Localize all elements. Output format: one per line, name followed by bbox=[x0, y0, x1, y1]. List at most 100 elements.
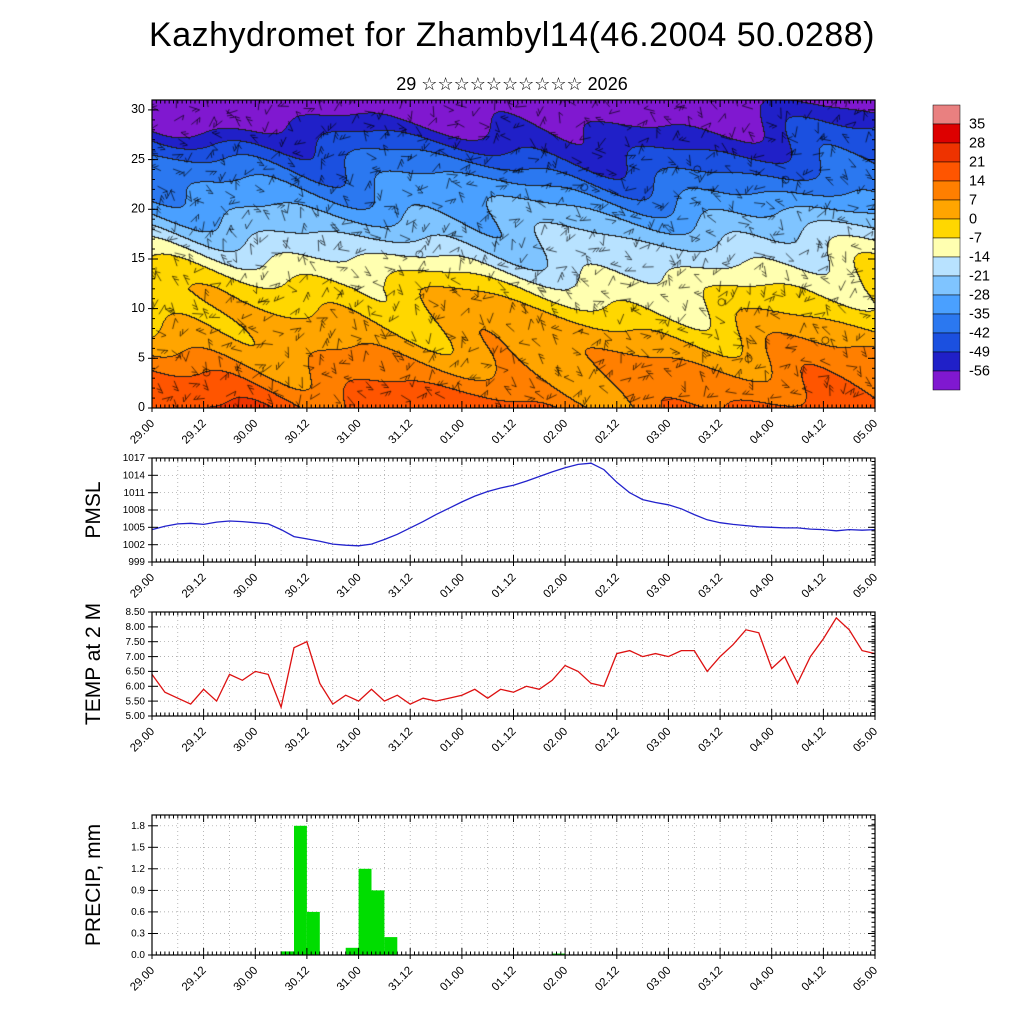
colorbar-segment bbox=[932, 161, 961, 182]
svg-text:0.0: 0.0 bbox=[131, 950, 145, 961]
colorbar-segment bbox=[932, 370, 961, 391]
colorbar-label: -21 bbox=[969, 269, 990, 285]
colorbar-segment bbox=[932, 351, 961, 372]
time-tick-label: 30.12 bbox=[283, 418, 312, 447]
colorbar-segment bbox=[932, 123, 961, 144]
colorbar-label: 7 bbox=[969, 193, 977, 209]
time-tick-label: 01.12 bbox=[490, 572, 519, 601]
cross-section-heatmap-canvas bbox=[152, 100, 875, 408]
svg-text:1.2: 1.2 bbox=[131, 864, 145, 875]
svg-text:0.9: 0.9 bbox=[131, 886, 145, 897]
time-tick-label: 02.00 bbox=[541, 965, 570, 994]
time-tick-label: 31.12 bbox=[386, 965, 415, 994]
time-tick-label: 30.00 bbox=[232, 418, 261, 447]
svg-text:0.3: 0.3 bbox=[131, 929, 145, 940]
svg-text:10: 10 bbox=[131, 301, 145, 315]
svg-text:25: 25 bbox=[131, 152, 145, 166]
colorbar-label: -28 bbox=[969, 288, 990, 304]
time-tick-label: 04.00 bbox=[748, 418, 777, 447]
svg-text:1017: 1017 bbox=[123, 453, 146, 464]
time-tick-label: 29.12 bbox=[180, 572, 209, 601]
colorbar-segment bbox=[932, 256, 961, 277]
time-tick-label: 04.12 bbox=[800, 726, 829, 755]
time-tick-label: 29.12 bbox=[180, 418, 209, 447]
time-tick-label: 31.00 bbox=[335, 418, 364, 447]
colorbar-segment bbox=[932, 275, 961, 296]
svg-text:8.00: 8.00 bbox=[126, 622, 146, 633]
precip-bar bbox=[371, 890, 385, 955]
time-tick-label: 02.12 bbox=[593, 572, 622, 601]
page-title: Kazhydromet for Zhambyl14(46.2004 50.028… bbox=[149, 16, 875, 54]
colorbar-segment bbox=[932, 294, 961, 315]
time-tick-label: 05.00 bbox=[851, 726, 880, 755]
colorbar-segment bbox=[932, 332, 961, 353]
time-tick-label: 29.00 bbox=[128, 965, 157, 994]
svg-text:30: 30 bbox=[131, 102, 145, 116]
colorbar-label: -49 bbox=[969, 345, 990, 361]
time-tick-label: 01.00 bbox=[438, 726, 467, 755]
time-tick-label: 31.12 bbox=[386, 418, 415, 447]
colorbar-label: 21 bbox=[969, 155, 985, 171]
precip-bar bbox=[294, 825, 307, 955]
time-tick-label: 02.12 bbox=[593, 965, 622, 994]
precip-bar bbox=[384, 937, 398, 955]
time-tick-label: 03.00 bbox=[645, 572, 674, 601]
pmsl-axis-title: PMSL bbox=[82, 481, 105, 538]
colorbar-label: 28 bbox=[969, 136, 985, 152]
svg-text:1005: 1005 bbox=[123, 523, 146, 534]
svg-text:6.50: 6.50 bbox=[126, 667, 146, 678]
colorbar-label: -35 bbox=[969, 307, 990, 323]
svg-text:5.00: 5.00 bbox=[126, 711, 146, 722]
time-tick-label: 03.00 bbox=[645, 965, 674, 994]
time-tick-label: 31.12 bbox=[386, 572, 415, 601]
time-tick-label: 31.00 bbox=[335, 965, 364, 994]
time-tick-label: 04.00 bbox=[748, 965, 777, 994]
time-tick-label: 03.00 bbox=[645, 418, 674, 447]
page-subtitle: 29 ☆☆☆☆☆☆☆☆☆☆ 2026 bbox=[396, 74, 628, 94]
time-tick-label: 04.12 bbox=[800, 572, 829, 601]
svg-text:0.6: 0.6 bbox=[131, 907, 145, 918]
time-tick-label: 03.12 bbox=[696, 726, 725, 755]
time-tick-label: 29.00 bbox=[128, 726, 157, 755]
time-tick-label: 04.00 bbox=[748, 726, 777, 755]
cross-section-panel: 0 5 10 15 20 25 30 29.00 29.12 30.00 30.12 31.00 31.… bbox=[128, 99, 880, 447]
colorbar-segment bbox=[932, 180, 961, 201]
time-tick-label: 05.00 bbox=[851, 572, 880, 601]
colorbar-label: -14 bbox=[969, 250, 990, 266]
time-tick-label: 31.00 bbox=[335, 572, 364, 601]
time-tick-label: 02.12 bbox=[593, 418, 622, 447]
time-tick-label: 02.12 bbox=[593, 726, 622, 755]
time-tick-label: 03.00 bbox=[645, 726, 674, 755]
svg-text:5: 5 bbox=[138, 351, 145, 365]
time-tick-label: 01.12 bbox=[490, 965, 519, 994]
colorbar-segment bbox=[932, 104, 961, 125]
precip-bar bbox=[552, 953, 566, 955]
time-tick-label: 30.00 bbox=[232, 572, 261, 601]
time-tick-label: 04.12 bbox=[800, 418, 829, 447]
precip-axis-title: PRECIP, mm bbox=[82, 824, 105, 946]
time-tick-label: 01.00 bbox=[438, 965, 467, 994]
time-tick-label: 01.12 bbox=[490, 418, 519, 447]
svg-text:6.00: 6.00 bbox=[126, 682, 146, 693]
svg-text:5.50: 5.50 bbox=[126, 696, 146, 707]
colorbar-label: 0 bbox=[969, 212, 977, 228]
temp2m-axis-title: TEMP at 2 M bbox=[82, 603, 105, 725]
time-tick-label: 01.00 bbox=[438, 418, 467, 447]
svg-text:1.5: 1.5 bbox=[131, 843, 145, 854]
time-tick-label: 30.12 bbox=[283, 726, 312, 755]
pmsl-line bbox=[151, 462, 876, 547]
colorbar-label: -42 bbox=[969, 326, 990, 342]
time-tick-label: 30.00 bbox=[232, 965, 261, 994]
svg-text:1002: 1002 bbox=[123, 540, 146, 551]
time-tick-label: 31.00 bbox=[335, 726, 364, 755]
time-tick-label: 30.12 bbox=[283, 965, 312, 994]
precip-bar bbox=[281, 951, 294, 955]
pmsl-panel: 999 1002 1005 1008 1011 1014 1017 29.00 29.12 30.… bbox=[82, 453, 880, 600]
colorbar-segment bbox=[932, 142, 961, 163]
svg-text:7.50: 7.50 bbox=[126, 637, 146, 648]
svg-text:999: 999 bbox=[128, 557, 145, 568]
temp2m-panel: 5.00 5.50 6.00 6.50 7.00 7.50 8.00 8.50 29.00 29.… bbox=[82, 603, 880, 755]
time-tick-label: 02.00 bbox=[541, 572, 570, 601]
